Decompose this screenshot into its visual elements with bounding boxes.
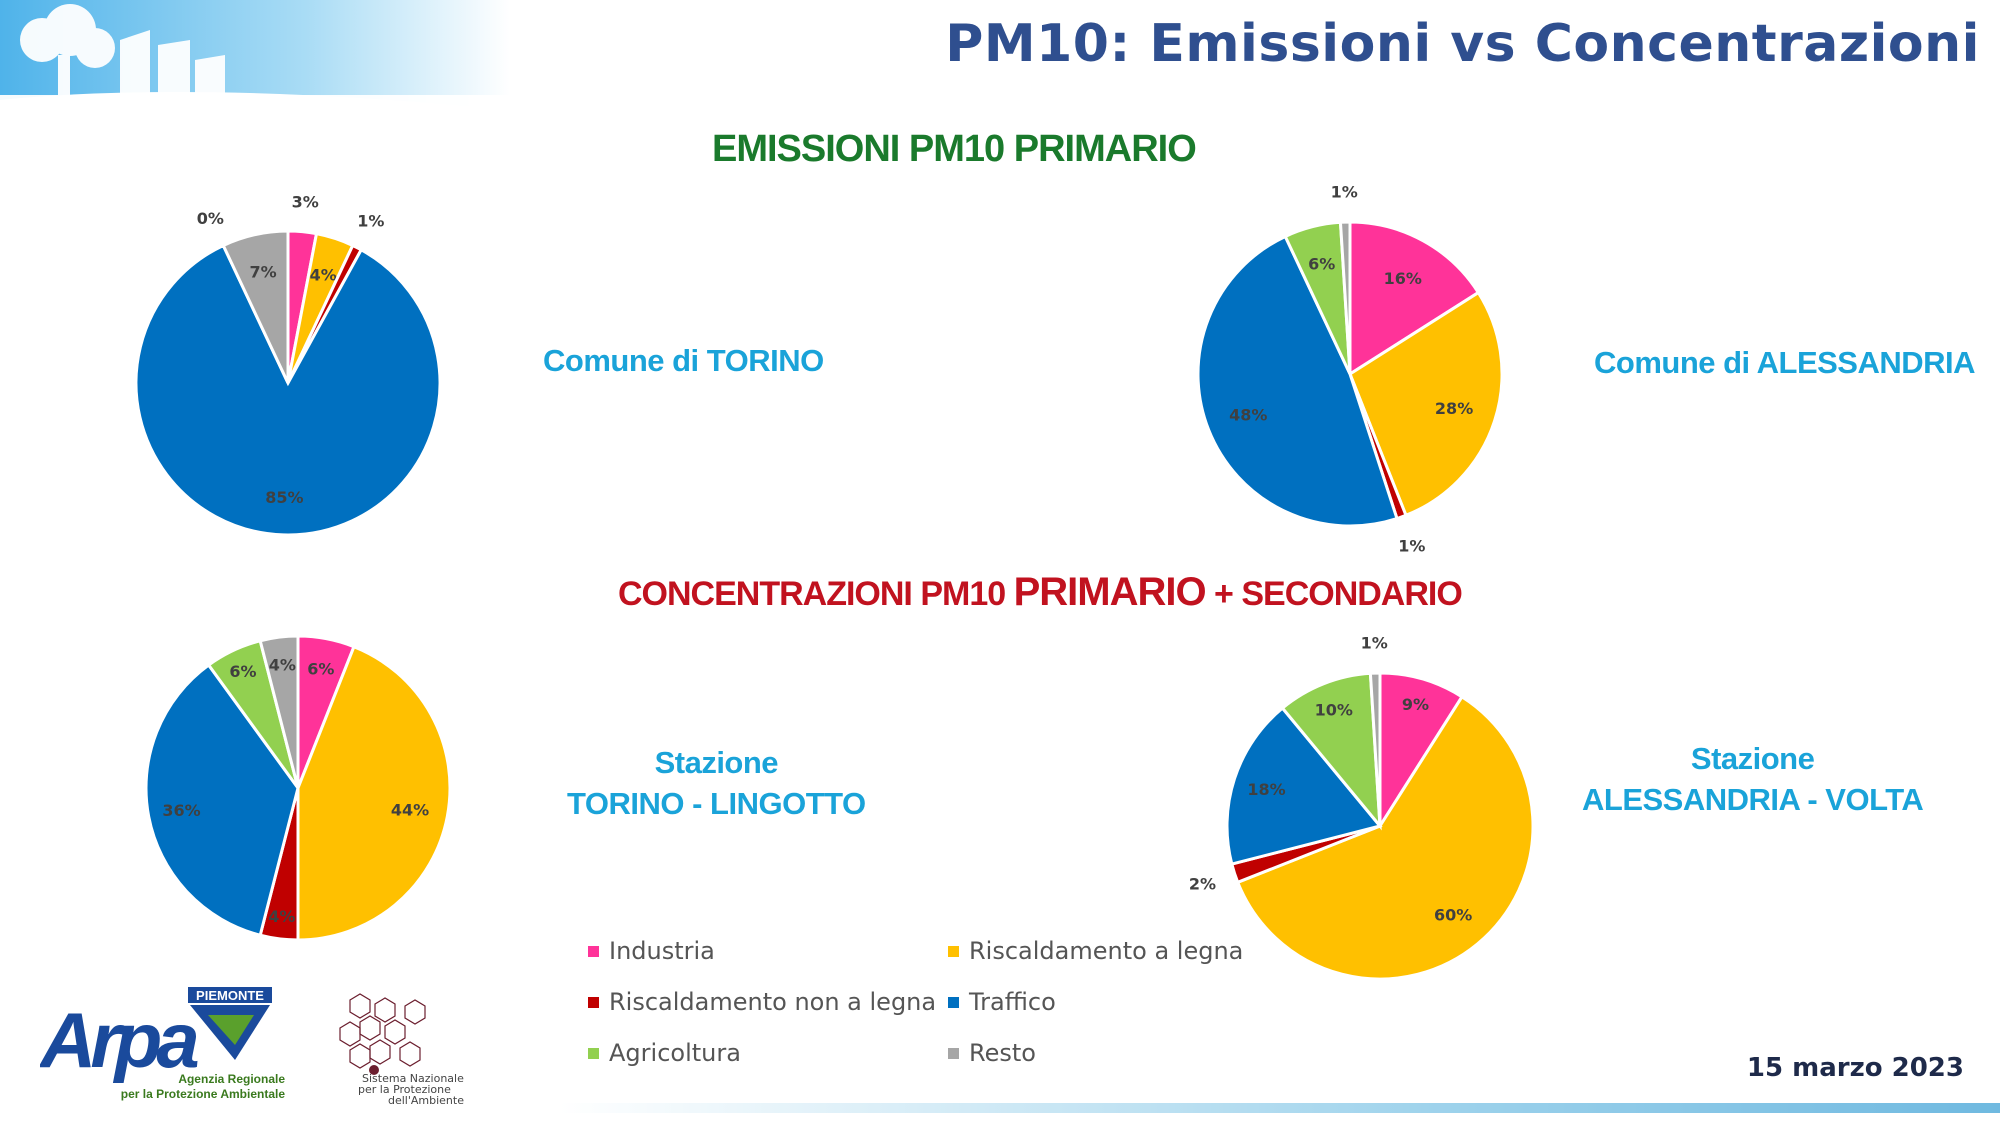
pie-slice-riscaldamento-a-legna bbox=[1235, 694, 1535, 981]
pie-data-label: 0% bbox=[197, 209, 224, 228]
legend-label: Riscaldamento non a legna bbox=[609, 988, 937, 1016]
pie-slice-riscaldamento-a-legna bbox=[1348, 290, 1504, 518]
label-lingotto-line1: Stazione bbox=[654, 745, 779, 780]
legend-label: Riscaldamento a legna bbox=[969, 937, 1244, 965]
legend-label: Traffico bbox=[969, 988, 1056, 1016]
pie-data-label: 4% bbox=[310, 266, 337, 285]
legend-swatch bbox=[588, 996, 599, 1008]
legend-item-riscaldamento-legna: Riscaldamento a legna bbox=[948, 937, 1243, 965]
concentrations-heading-part2: PRIMARIO bbox=[1013, 570, 1207, 614]
pie-slice-resto bbox=[1338, 220, 1352, 375]
pie-data-label: 85% bbox=[265, 488, 303, 507]
legend-swatch bbox=[948, 1047, 959, 1059]
pie-data-label: 44% bbox=[391, 800, 429, 819]
label-volta-line2: ALESSANDRIA - VOLTA bbox=[1582, 782, 1924, 817]
label-torino-line1: Comune di TORINO bbox=[543, 343, 824, 378]
pie-slice-traffico bbox=[1196, 234, 1399, 528]
pie-data-label: 16% bbox=[1384, 269, 1422, 288]
legend-item-riscaldamento-non-legna: Riscaldamento non a legna bbox=[588, 988, 936, 1016]
legend-item-resto: Resto bbox=[948, 1039, 1036, 1067]
pie-slice-resto bbox=[258, 634, 300, 789]
snpa-line1-text: Sistema Nazionale bbox=[362, 1072, 464, 1085]
chart-legend: Industria Riscaldamento a legna Riscalda… bbox=[588, 937, 1308, 1087]
pie-slice-resto bbox=[221, 229, 290, 384]
legend-item-traffico: Traffico bbox=[948, 988, 1056, 1016]
pie-data-label: 9% bbox=[1402, 695, 1429, 714]
snpa-line2-text: per la Protezione bbox=[358, 1083, 451, 1096]
arpa-line1-text: Agenzia Regionale bbox=[178, 1072, 285, 1086]
pie-data-label: 1% bbox=[1398, 537, 1425, 556]
pie-data-label: 4% bbox=[269, 655, 296, 674]
pie-data-label: 6% bbox=[229, 662, 256, 681]
pie-slice-agricoltura bbox=[1280, 671, 1382, 831]
legend-swatch bbox=[588, 945, 599, 957]
legend-swatch bbox=[588, 1047, 599, 1059]
pie-data-label: 6% bbox=[1308, 255, 1335, 274]
pie-slice-traffico bbox=[1225, 705, 1383, 866]
header-decoration bbox=[0, 0, 510, 125]
legend-swatch bbox=[948, 945, 959, 957]
arpa-name-text: Arpa bbox=[40, 996, 198, 1084]
pie-data-label: 1% bbox=[357, 211, 384, 230]
pie-data-label: 48% bbox=[1229, 405, 1267, 424]
slide-date: 15 marzo 2023 bbox=[1746, 1053, 1964, 1083]
legend-item-industria: Industria bbox=[588, 937, 715, 965]
emissions-heading: EMISSIONI PM10 PRIMARIO bbox=[712, 128, 1197, 170]
bottom-bar bbox=[560, 1103, 2000, 1113]
pie-data-label: 1% bbox=[1331, 183, 1358, 202]
pie-slice-resto bbox=[1368, 671, 1382, 827]
pie-slice-traffico bbox=[144, 662, 300, 938]
arpa-logo: PIEMONTE Arpa Agenzia Regionale per la P… bbox=[40, 987, 286, 1101]
pie-data-label: 2% bbox=[1189, 875, 1216, 894]
pie-chart-3: 6% 44% 4% 36% 6% 4% bbox=[144, 634, 452, 942]
label-torino: Comune di TORINO bbox=[543, 340, 824, 381]
snpa-logo: Sistema Nazionale per la Protezione dell… bbox=[339, 993, 464, 1105]
pie-data-label: 1% bbox=[1361, 633, 1388, 652]
concentrations-heading-part1: CONCENTRAZIONI PM10 bbox=[618, 575, 1014, 613]
pie-chart-4: 9% 60% 2% 18% 10% 1% bbox=[1189, 633, 1535, 981]
pie-chart-1: 3% 4% 1% 85% 0% 7% bbox=[134, 192, 442, 537]
concentrations-heading: CONCENTRAZIONI PM10 PRIMARIO + SECONDARI… bbox=[618, 570, 1463, 615]
arpa-region-text: PIEMONTE bbox=[196, 988, 264, 1003]
pie-data-label: 10% bbox=[1315, 700, 1353, 719]
pie-data-label: 7% bbox=[250, 263, 277, 282]
pie-data-label: 28% bbox=[1435, 399, 1473, 418]
pie-data-label: 3% bbox=[292, 192, 319, 211]
pie-slice-industria bbox=[1348, 220, 1481, 377]
pie-data-label: 60% bbox=[1434, 905, 1472, 924]
concentrations-heading-part3: + SECONDARIO bbox=[1205, 575, 1463, 613]
label-volta: Stazione ALESSANDRIA - VOLTA bbox=[1582, 738, 1924, 820]
pie-data-label: 18% bbox=[1247, 780, 1285, 799]
legend-label: Resto bbox=[969, 1039, 1036, 1067]
legend-label: Industria bbox=[609, 937, 715, 965]
snpa-line3-text: dell'Ambiente bbox=[388, 1094, 464, 1105]
label-volta-line1: Stazione bbox=[1690, 741, 1815, 776]
pie-slice-industria bbox=[1378, 671, 1465, 832]
slide-title: PM10: Emissioni vs Concentrazioni bbox=[945, 14, 1980, 74]
pie-chart-2: 16% 28% 1% 48% 6% 1% bbox=[1196, 183, 1504, 556]
label-alessandria-line1: Comune di ALESSANDRIA bbox=[1594, 345, 1976, 380]
label-lingotto: Stazione TORINO - LINGOTTO bbox=[567, 742, 866, 824]
pie-data-label: 6% bbox=[307, 660, 334, 679]
legend-label: Agricoltura bbox=[609, 1039, 741, 1067]
label-lingotto-line2: TORINO - LINGOTTO bbox=[567, 786, 866, 821]
pie-slice-traffico bbox=[134, 243, 442, 537]
pie-slice-riscaldamento-a-legna bbox=[296, 644, 452, 942]
arpa-line2-text: per la Protezione Ambientale bbox=[121, 1087, 286, 1101]
legend-swatch bbox=[948, 996, 959, 1008]
label-alessandria: Comune di ALESSANDRIA bbox=[1594, 342, 1976, 383]
legend-item-agricoltura: Agricoltura bbox=[588, 1039, 741, 1067]
pie-data-label: 36% bbox=[162, 801, 200, 820]
pie-data-label: 4% bbox=[268, 907, 295, 926]
